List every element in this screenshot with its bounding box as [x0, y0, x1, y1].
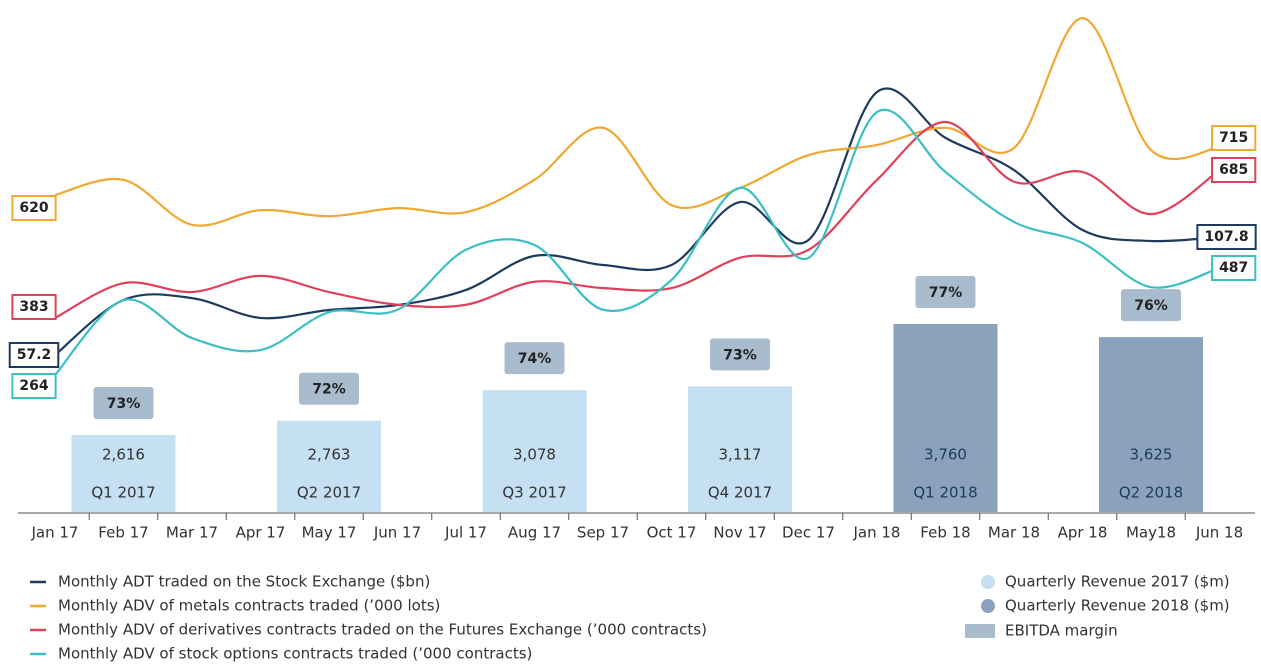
end-label: 487 [1219, 260, 1248, 276]
margin-label: 72% [312, 382, 346, 398]
x-tick-label: Apr 18 [1058, 524, 1108, 542]
bar-value-label: 3,625 [1130, 446, 1173, 464]
bar [1099, 337, 1203, 512]
bar-value-label: 3,078 [513, 446, 556, 464]
margin-label: 73% [107, 396, 141, 412]
margin-label: 73% [723, 347, 757, 363]
end-label: 107.8 [1204, 229, 1248, 245]
x-tick-label: Apr 17 [236, 524, 286, 542]
end-label: 685 [1219, 162, 1248, 178]
margin-badge [299, 372, 359, 405]
x-tick-label: Jan 18 [853, 524, 901, 542]
bar-category-label: Q1 2017 [91, 484, 155, 502]
bar [688, 386, 792, 512]
end-label: 383 [19, 299, 48, 315]
bar [893, 324, 998, 512]
bar-category-label: Q1 2018 [913, 484, 977, 502]
margin-label: 74% [518, 351, 552, 367]
bar-value-label: 3,760 [924, 446, 967, 464]
bar-category-label: Q2 2018 [1119, 484, 1183, 502]
legend-label: EBITDA margin [1005, 622, 1118, 640]
end-label-box [1211, 125, 1257, 151]
x-tick-label: Jun 18 [1195, 524, 1243, 542]
legend-label: Monthly ADV of derivatives contracts tra… [58, 621, 707, 639]
x-tick-label: Dec 17 [782, 524, 835, 542]
end-label-box [8, 342, 60, 368]
end-label-box [1211, 255, 1257, 281]
line-series [54, 120, 1221, 319]
bar [71, 434, 176, 512]
legend-label: Monthly ADV of metals contracts traded (… [58, 597, 440, 615]
line-series [54, 17, 1220, 227]
end-label: 264 [19, 378, 48, 394]
x-tick-label: Jul 17 [444, 524, 487, 542]
margin-badge [915, 276, 976, 309]
x-tick-label: May 17 [302, 524, 357, 542]
margin-label: 77% [929, 285, 963, 301]
bar-category-label: Q4 2017 [708, 484, 772, 502]
margin-badge [1121, 289, 1181, 322]
margin-badge [710, 338, 770, 371]
bar [277, 420, 381, 512]
bar-category-label: Q2 2017 [297, 484, 361, 502]
margin-label: 76% [1134, 298, 1168, 314]
end-label-box [1211, 157, 1257, 183]
legend-label: Monthly ADT traded on the Stock Exchange… [58, 573, 430, 591]
end-label-box [11, 195, 57, 221]
x-tick-label: Jun 17 [373, 524, 421, 542]
bar-value-label: 2,763 [308, 446, 351, 464]
x-tick-label: Mar 17 [166, 524, 218, 542]
end-label: 57.2 [17, 347, 52, 363]
legend-label: Monthly ADV of stock options contracts t… [58, 645, 532, 663]
end-label-box [1196, 224, 1257, 250]
x-tick-label: Mar 18 [988, 524, 1040, 542]
x-tick-label: May18 [1126, 524, 1176, 542]
margin-badge [504, 342, 565, 375]
margin-badge [93, 386, 154, 419]
x-tick-label: Nov 17 [713, 524, 766, 542]
legend-swatch [981, 599, 995, 613]
x-tick-label: Jan 17 [31, 524, 79, 542]
x-tick-label: Feb 17 [98, 524, 148, 542]
bar-value-label: 3,117 [719, 446, 762, 464]
legend-swatch [965, 624, 995, 638]
legend-label: Quarterly Revenue 2018 ($m) [1005, 597, 1230, 615]
bar [482, 390, 587, 512]
bar-category-label: Q3 2017 [502, 484, 566, 502]
end-label-box [11, 373, 57, 399]
x-tick-label: Aug 17 [508, 524, 561, 542]
legend-label: Quarterly Revenue 2017 ($m) [1005, 573, 1230, 591]
end-label-box [11, 294, 57, 320]
line-series [54, 87, 1220, 356]
x-tick-label: Sep 17 [577, 524, 629, 542]
legend-swatch [981, 575, 995, 589]
end-label: 620 [19, 200, 48, 216]
line-series [54, 108, 1220, 376]
bar-value-label: 2,616 [102, 446, 145, 464]
x-tick-label: Oct 17 [647, 524, 697, 542]
end-label: 715 [1219, 130, 1248, 146]
x-tick-label: Feb 18 [920, 524, 970, 542]
